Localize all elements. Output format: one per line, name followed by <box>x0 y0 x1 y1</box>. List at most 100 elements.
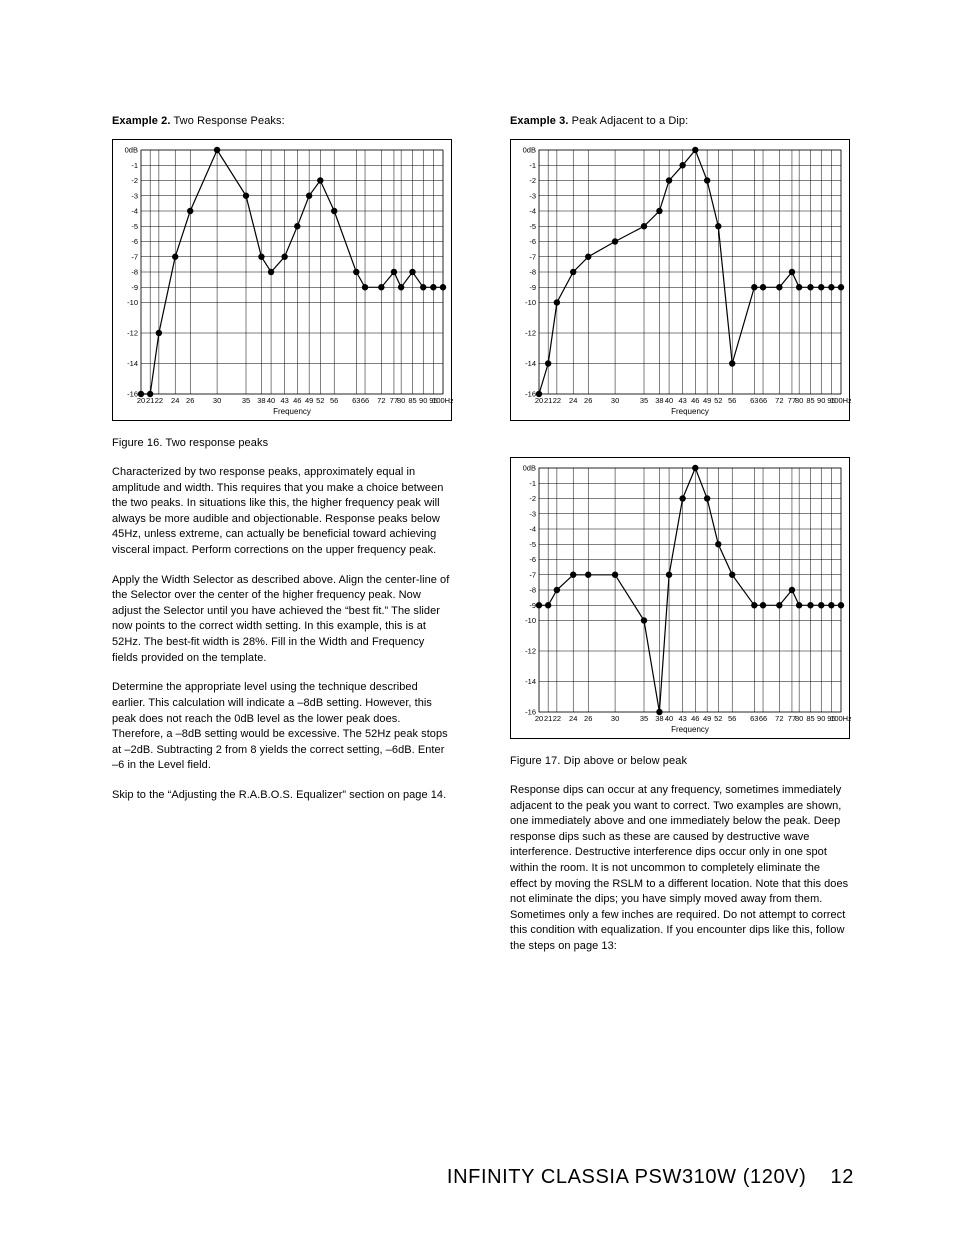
example3-rest: Peak Adjacent to a Dip: <box>568 115 688 127</box>
svg-text:72: 72 <box>377 396 385 405</box>
svg-text:38: 38 <box>655 714 663 723</box>
svg-text:63: 63 <box>352 396 360 405</box>
svg-text:52: 52 <box>316 396 324 405</box>
left-column: Example 2. Two Response Peaks: 0dB -1 -2 -3… <box>112 115 452 969</box>
svg-text:-2: -2 <box>131 176 138 185</box>
svg-text:66: 66 <box>361 396 369 405</box>
svg-text:100Hz: 100Hz <box>830 714 851 723</box>
figure-17-caption: Figure 17. Dip above or below peak <box>510 755 850 767</box>
svg-text:0dB: 0dB <box>523 464 536 473</box>
svg-text:-4: -4 <box>529 525 536 534</box>
svg-text:-6: -6 <box>529 555 536 564</box>
svg-text:20: 20 <box>137 396 145 405</box>
svg-text:40: 40 <box>665 714 673 723</box>
svg-text:-5: -5 <box>529 222 536 231</box>
svg-text:-12: -12 <box>127 329 138 338</box>
svg-text:56: 56 <box>330 396 338 405</box>
right-column: Example 3. Peak Adjacent to a Dip: 0dB -1… <box>510 115 850 969</box>
svg-text:49: 49 <box>305 396 313 405</box>
svg-text:38: 38 <box>655 396 663 405</box>
svg-text:90: 90 <box>817 714 825 723</box>
example2-bold: Example 2. <box>112 115 170 127</box>
svg-text:24: 24 <box>171 396 179 405</box>
svg-text:-7: -7 <box>529 252 536 261</box>
svg-text:72: 72 <box>775 396 783 405</box>
svg-text:Frequency: Frequency <box>671 725 709 734</box>
svg-text:26: 26 <box>584 396 592 405</box>
svg-text:-10: -10 <box>525 616 536 625</box>
svg-text:85: 85 <box>806 396 814 405</box>
svg-text:21: 21 <box>544 714 552 723</box>
svg-text:43: 43 <box>678 714 686 723</box>
svg-text:35: 35 <box>242 396 250 405</box>
svg-text:80: 80 <box>795 714 803 723</box>
footer-page-number: 12 <box>831 1166 854 1188</box>
svg-text:20: 20 <box>535 396 543 405</box>
example3-bold: Example 3. <box>510 115 568 127</box>
svg-text:0dB: 0dB <box>125 146 138 155</box>
svg-text:40: 40 <box>267 396 275 405</box>
svg-text:-1: -1 <box>131 161 138 170</box>
svg-text:30: 30 <box>611 396 619 405</box>
svg-text:-3: -3 <box>131 191 138 200</box>
svg-text:22: 22 <box>553 396 561 405</box>
svg-text:22: 22 <box>155 396 163 405</box>
svg-text:-8: -8 <box>529 586 536 595</box>
svg-text:85: 85 <box>806 714 814 723</box>
svg-text:-4: -4 <box>529 207 536 216</box>
svg-text:-9: -9 <box>529 283 536 292</box>
svg-text:21: 21 <box>146 396 154 405</box>
svg-text:22: 22 <box>553 714 561 723</box>
svg-text:-9: -9 <box>529 601 536 610</box>
svg-text:-7: -7 <box>131 252 138 261</box>
svg-text:43: 43 <box>678 396 686 405</box>
svg-text:-8: -8 <box>529 268 536 277</box>
svg-text:20: 20 <box>535 714 543 723</box>
svg-text:-7: -7 <box>529 570 536 579</box>
svg-text:26: 26 <box>584 714 592 723</box>
example2-label: Example 2. Two Response Peaks: <box>112 115 452 127</box>
svg-text:90: 90 <box>817 396 825 405</box>
svg-text:-6: -6 <box>529 237 536 246</box>
svg-text:30: 30 <box>213 396 221 405</box>
footer-title: INFINITY CLASSIA PSW310W (120V) <box>447 1166 806 1188</box>
svg-text:56: 56 <box>728 714 736 723</box>
svg-text:-12: -12 <box>525 329 536 338</box>
svg-text:24: 24 <box>569 714 577 723</box>
svg-text:66: 66 <box>759 714 767 723</box>
svg-text:63: 63 <box>750 396 758 405</box>
svg-text:46: 46 <box>691 396 699 405</box>
svg-text:-9: -9 <box>131 283 138 292</box>
svg-text:80: 80 <box>795 396 803 405</box>
svg-text:40: 40 <box>665 396 673 405</box>
svg-text:35: 35 <box>640 714 648 723</box>
svg-text:-5: -5 <box>529 540 536 549</box>
svg-text:-1: -1 <box>529 161 536 170</box>
svg-text:0dB: 0dB <box>523 146 536 155</box>
svg-text:66: 66 <box>759 396 767 405</box>
example2-paragraph-4: Skip to the “Adjusting the R.A.B.O.S. Eq… <box>112 788 452 804</box>
svg-text:-10: -10 <box>127 298 138 307</box>
example2-rest: Two Response Peaks: <box>170 115 284 127</box>
svg-text:49: 49 <box>703 714 711 723</box>
svg-text:-6: -6 <box>131 237 138 246</box>
svg-text:38: 38 <box>257 396 265 405</box>
example3-label: Example 3. Peak Adjacent to a Dip: <box>510 115 850 127</box>
svg-text:-1: -1 <box>529 479 536 488</box>
svg-text:-14: -14 <box>525 677 536 686</box>
svg-text:21: 21 <box>544 396 552 405</box>
svg-text:-5: -5 <box>131 222 138 231</box>
svg-text:-8: -8 <box>131 268 138 277</box>
example3-paragraph-1: Response dips can occur at any frequency… <box>510 783 850 955</box>
svg-text:56: 56 <box>728 396 736 405</box>
svg-text:49: 49 <box>703 396 711 405</box>
svg-text:-2: -2 <box>529 494 536 503</box>
svg-text:30: 30 <box>611 714 619 723</box>
svg-text:-10: -10 <box>525 298 536 307</box>
svg-text:24: 24 <box>569 396 577 405</box>
figure-16-chart: 0dB-1-2-3-4-5-6-7-8-9-10-12-14-162021222… <box>112 139 452 421</box>
svg-text:-14: -14 <box>127 359 138 368</box>
svg-text:52: 52 <box>714 714 722 723</box>
example2-paragraph-2: Apply the Width Selector as described ab… <box>112 573 452 667</box>
svg-text:100Hz: 100Hz <box>432 396 453 405</box>
